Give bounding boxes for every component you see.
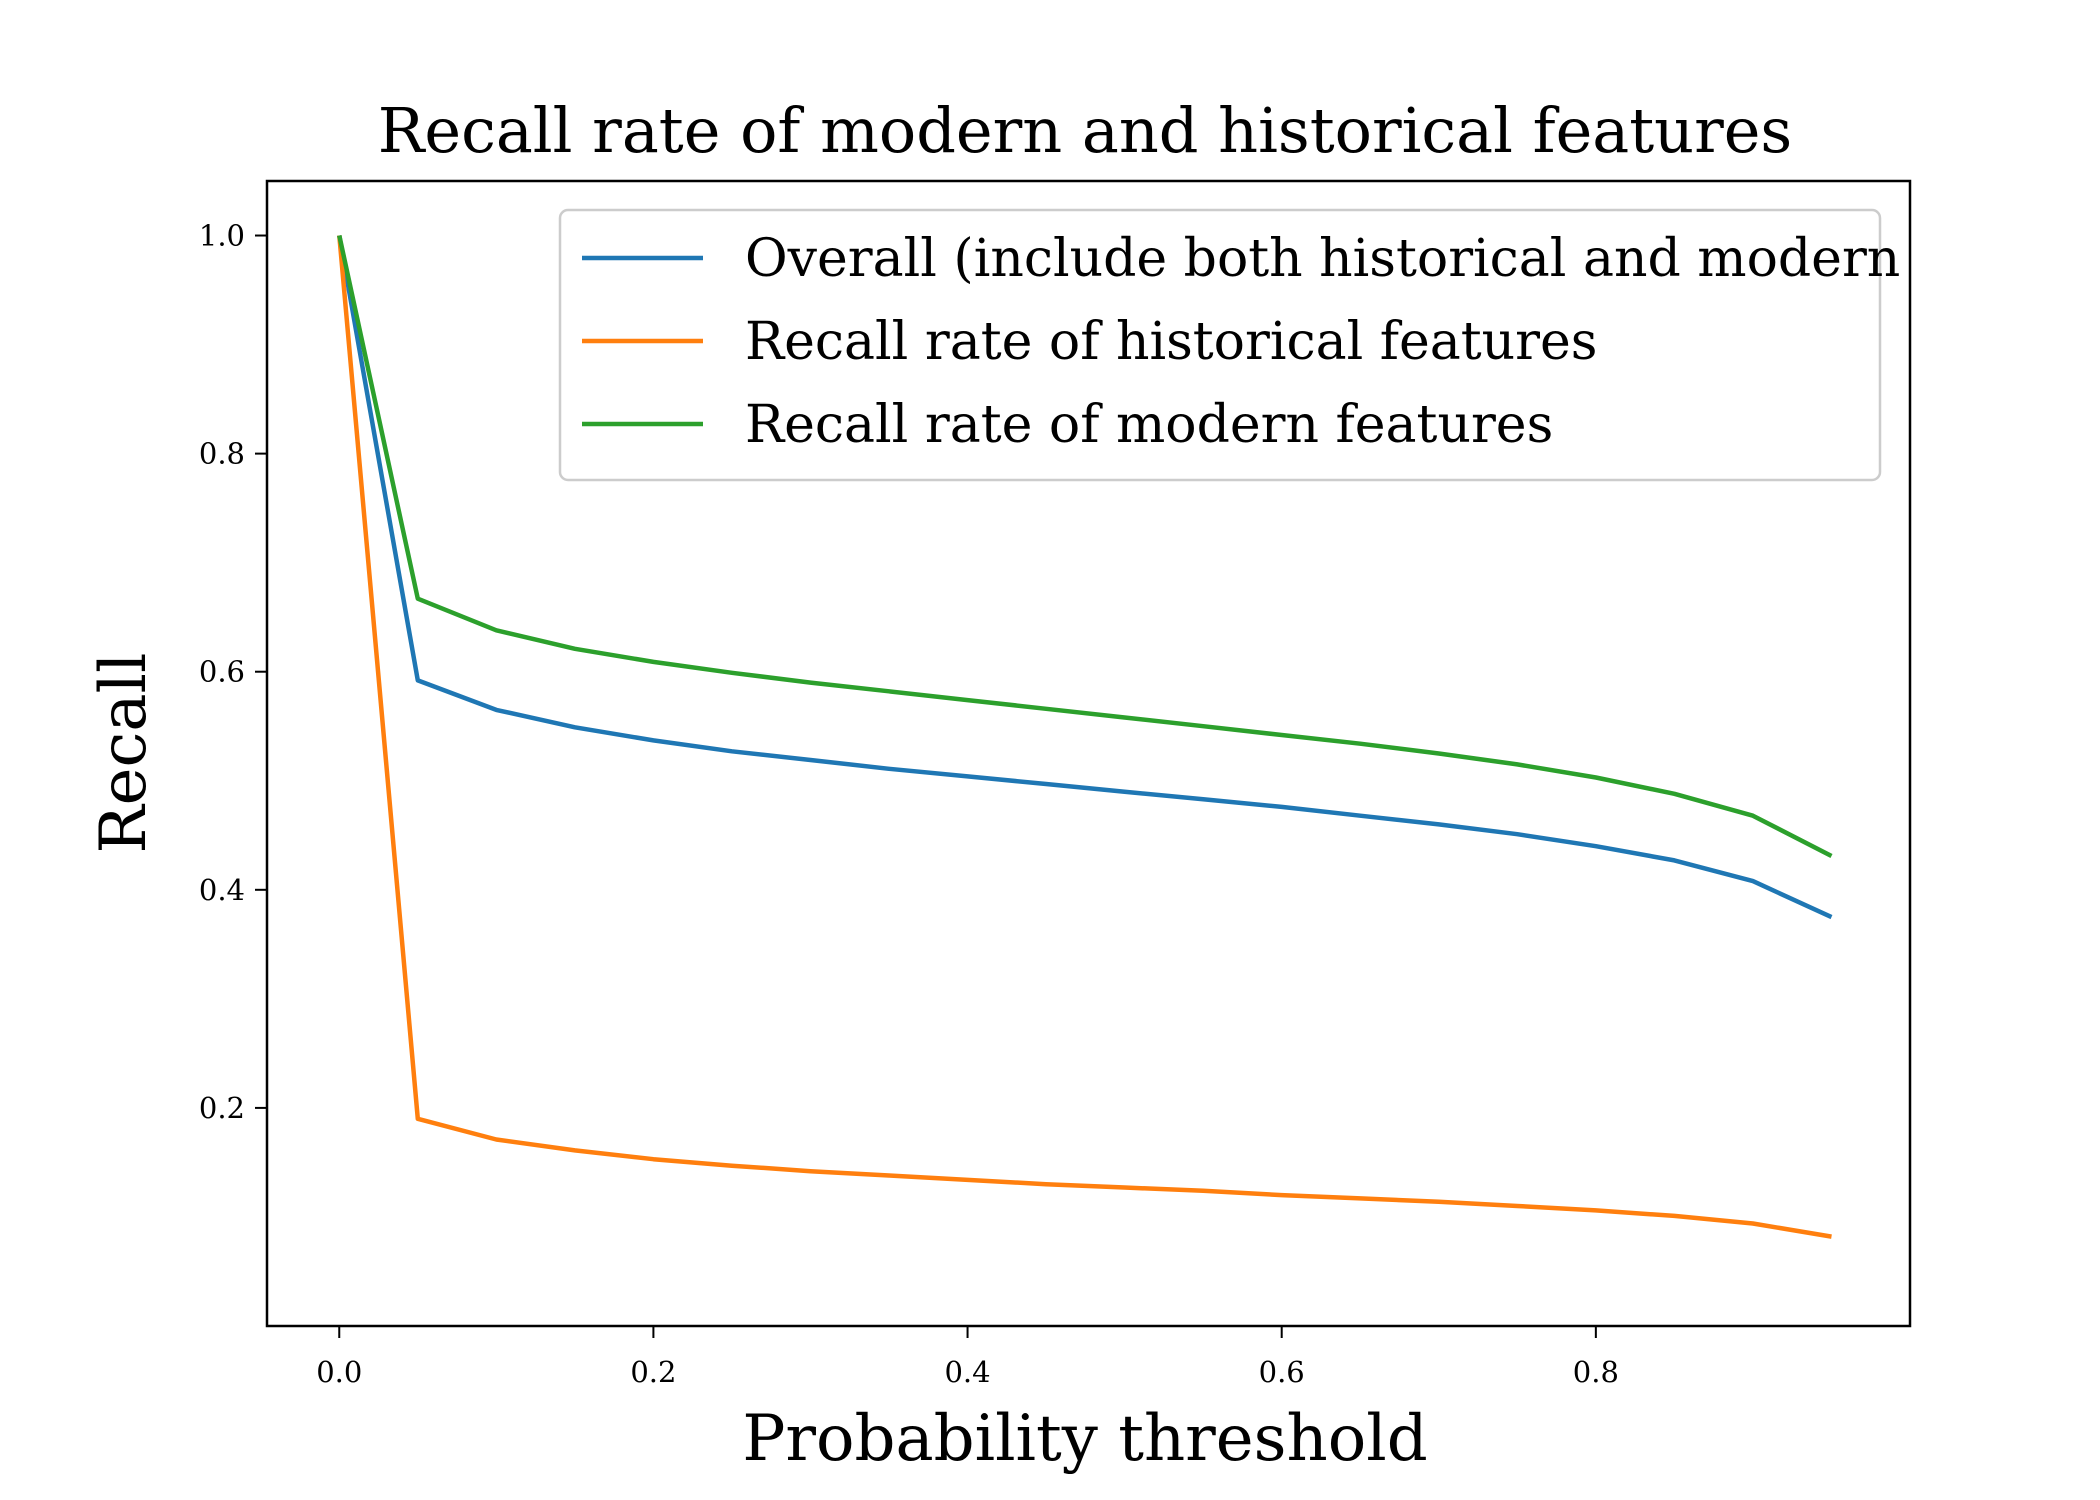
legend-label-2: Recall rate of historical features — [745, 312, 1598, 372]
x-tick-label: 0.6 — [1259, 1355, 1305, 1389]
x-tick-label: 0.2 — [630, 1355, 676, 1389]
legend: Overall (include both historical and mod… — [558, 208, 1900, 482]
x-tick-label: 0.8 — [1573, 1355, 1619, 1389]
y-tick-label: 0.8 — [199, 437, 245, 471]
series-line-3 — [337, 235, 1833, 859]
legend-box — [558, 208, 1882, 482]
x-tick-label: 0.4 — [944, 1355, 990, 1389]
x-axis-label: Probability threshold — [742, 1402, 1427, 1476]
x-axis-ticks: 0.0 0.2 0.4 0.6 0.8 — [316, 1326, 1619, 1389]
legend-label-1: Overall (include both historical and mod… — [745, 229, 1900, 289]
y-tick-label: 1.0 — [199, 219, 245, 253]
y-axis-ticks: 0.2 0.4 0.6 0.8 1.0 — [199, 219, 267, 1125]
y-tick-label: 0.2 — [199, 1091, 245, 1125]
legend-items: Overall (include both historical and mod… — [582, 229, 1900, 455]
legend-label-3: Recall rate of modern features — [745, 395, 1553, 455]
y-tick-label: 0.6 — [199, 655, 245, 689]
series-line-2 — [337, 235, 1832, 1239]
y-axis-label: Recall — [87, 653, 161, 854]
plot-frame — [265, 179, 1912, 1328]
x-tick-label: 0.0 — [316, 1355, 362, 1389]
series-line-1 — [337, 235, 1833, 920]
plot-lines — [337, 235, 1833, 1239]
chart-title: Recall rate of modern and historical fea… — [378, 94, 1793, 167]
y-tick-label: 0.4 — [199, 873, 245, 907]
